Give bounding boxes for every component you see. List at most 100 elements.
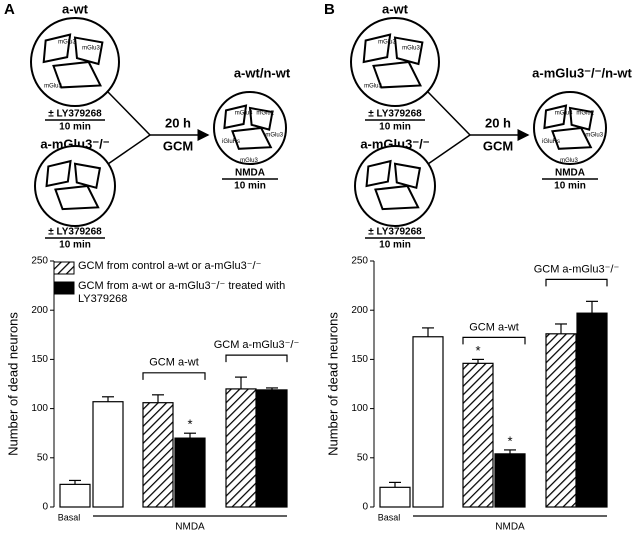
bar [412,336,444,508]
y-tick-label: 200 [351,305,368,316]
group-bracket [142,372,206,380]
panel-label: B [324,1,335,18]
stimulus-label: NMDA [175,522,205,533]
receptor-label: mGlu2 [576,110,594,116]
group-label: GCM a-mGlu3⁻/⁻ [214,339,300,351]
receptor-label: mGlu3 [555,110,573,116]
time: 10 min [59,122,91,133]
treatment: ± LY379268 [48,227,102,238]
stimulus-label: NMDA [495,522,525,533]
significance: * [475,343,480,358]
culture-circle [350,17,440,107]
astrocyte [374,184,420,211]
branch [427,134,471,165]
y-tick-label: 150 [31,354,48,365]
treatment: ± LY379268 [48,109,102,120]
y-tick-label: 0 [362,502,368,513]
time: 10 min [59,240,91,251]
astrocyte [42,33,72,64]
y-axis-label: Number of dead neurons [325,312,340,456]
astrocyte [223,104,248,130]
y-tick-label: 250 [351,256,368,267]
y-tick-label: 100 [351,403,368,414]
astrocyte [54,184,100,211]
time: 10 min [554,181,586,192]
group-bracket [225,354,288,363]
y-tick-label: 150 [351,354,368,365]
transfer-medium: GCM [163,138,193,153]
group-bracket [545,278,608,287]
legend-swatch [53,261,75,275]
panel-label: A [4,1,15,18]
source-name: a-mGlu3⁻/⁻ [360,136,429,151]
receptor-label: mGlu3 [44,84,62,90]
receptor-label: iGluRs [542,139,560,145]
significance: * [187,417,192,432]
bar [142,402,174,508]
culture-circle [30,17,120,107]
astrocyte [248,106,274,131]
astrocyte [362,33,392,64]
x-tick-label: Basal [58,512,81,522]
culture-circle [34,145,116,227]
receptor-label: mGlu3 [235,110,253,116]
legend-text: GCM from a-wt or a-mGlu3⁻/⁻ treated with… [78,280,286,305]
cell-culture [34,145,116,227]
x-tick-label: Basal [378,512,401,522]
astrocyte [393,36,424,66]
group-label: GCM a-mGlu3⁻/⁻ [534,263,620,275]
astrocyte [393,162,422,190]
astrocyte [231,126,273,150]
receptor-label: mGlu3 [378,40,396,46]
bar [59,483,91,508]
astrocyte [45,159,72,188]
receptor-label: mGlu2 [256,110,274,116]
y-tick-label: 100 [31,403,48,414]
cell-culture: mGlu3 mGlu3 mGlu3 [30,17,120,107]
culture-circle [213,91,287,165]
bar [545,333,577,508]
astrocyte [372,60,423,89]
transfer-time: 20 h [485,115,511,130]
astrocyte [73,36,104,66]
astrocyte [73,162,102,190]
legend-entry: GCM from a-wt or a-mGlu3⁻/⁻ treated with… [78,280,286,305]
branch [107,134,151,165]
source-name: a-wt [62,1,89,16]
group-label: GCM a-wt [149,357,199,369]
receptor-label: mGlu3 [82,46,100,52]
time: 10 min [379,122,411,133]
time: 10 min [234,181,266,192]
transfer-medium: GCM [483,138,513,153]
source-name: a-mGlu3⁻/⁻ [40,136,109,151]
group-bracket [462,336,526,345]
source-name: a-wt [382,1,409,16]
legend-swatch [53,281,75,295]
branch [427,91,471,136]
astrocyte [568,106,594,131]
legend-entry: GCM from control a-wt or a-mGlu3⁻/⁻ [78,260,261,272]
receptor-label: mGlu3 [585,133,603,139]
y-tick-label: 0 [42,502,48,513]
y-tick-label: 50 [37,452,49,463]
branch [107,91,151,136]
cell-culture: mGlu3 mGlu3 mGlu3 [350,17,440,107]
group-label: GCM a-wt [469,321,519,333]
astrocyte [551,126,593,150]
y-tick-label: 250 [31,256,48,267]
receptor-label: mGlu3 [560,158,578,164]
bar [379,486,411,508]
receptor-label: mGlu3 [240,158,258,164]
y-tick-label: 200 [31,305,48,316]
treatment: NMDA [235,168,265,179]
astrocyte [543,104,568,130]
y-tick-label: 50 [357,452,369,463]
bar [225,388,257,508]
bar [256,389,288,508]
y-axis-label: Number of dead neurons [5,312,20,456]
bar [576,312,608,508]
cell-culture [354,145,436,227]
receptor-label: mGlu3 [402,46,420,52]
